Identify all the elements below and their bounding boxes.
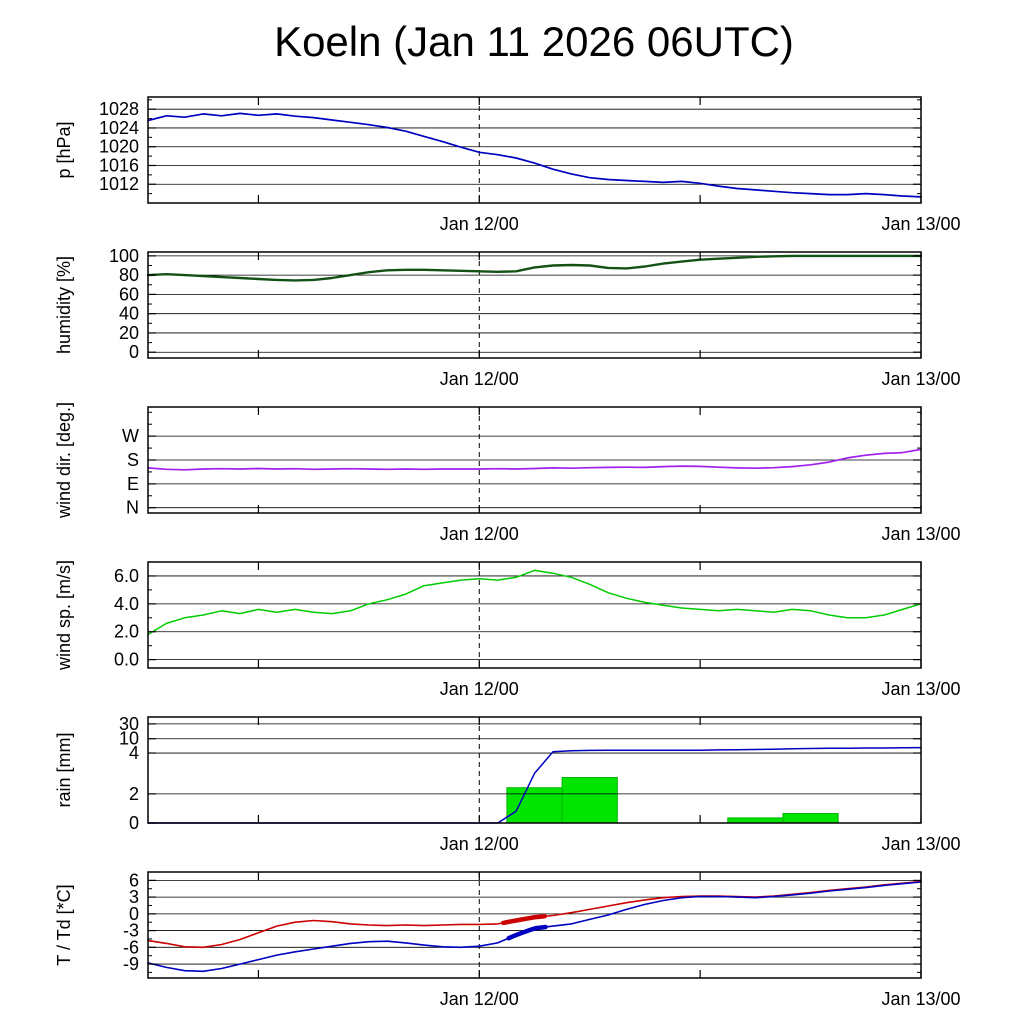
ylabel-wind-direction: wind dir. [deg.] — [54, 402, 74, 519]
ytick-label: 0.0 — [114, 650, 139, 670]
ytick-label: 0 — [129, 813, 139, 833]
ytick-label: -6 — [123, 937, 139, 957]
panel-wind-speed: 0.0 2.0 4.0 6.0 Jan 12/00 Jan 13/00 wind sp. [… — [54, 560, 961, 699]
series-wind-speed — [147, 569, 922, 636]
ylabel-wind-speed: wind sp. [m/s] — [54, 560, 74, 671]
ytick-label: 100 — [109, 246, 139, 266]
series-temperature-bold — [500, 914, 547, 926]
ytick-label: N — [126, 498, 139, 518]
ytick-label: -9 — [123, 954, 139, 974]
ytick-label: 20 — [119, 323, 139, 343]
series-temperature — [147, 880, 922, 949]
xtick-label: Jan 13/00 — [881, 989, 960, 1009]
xtick-label: Jan 13/00 — [881, 524, 960, 544]
series-wind-direction — [147, 448, 922, 471]
chart-title: Koeln (Jan 11 2026 06UTC) — [274, 18, 794, 65]
xtick-label: Jan 12/00 — [440, 524, 519, 544]
xtick-label: Jan 13/00 — [881, 679, 960, 699]
ytick-label: 1016 — [99, 155, 139, 175]
xtick-label: Jan 13/00 — [881, 214, 960, 234]
ytick-label: 1024 — [99, 118, 139, 138]
rain-bar — [506, 787, 563, 824]
ytick-label: -3 — [123, 921, 139, 941]
xtick-label: Jan 12/00 — [440, 989, 519, 1009]
rain-bar — [561, 777, 618, 824]
ytick-label: 1020 — [99, 137, 139, 157]
ytick-label: S — [127, 450, 139, 470]
rain-bar — [727, 817, 784, 824]
ytick-label: 40 — [119, 304, 139, 324]
ylabel-temperature: T / Td [*C] — [54, 884, 74, 965]
ytick-label: W — [122, 426, 139, 446]
ytick-label: E — [127, 474, 139, 494]
ytick-label: 0 — [129, 342, 139, 362]
xtick-label: Jan 12/00 — [440, 369, 519, 389]
ylabel-humidity: humidity [%] — [54, 256, 74, 354]
ytick-label: 4.0 — [114, 594, 139, 614]
rain-bar — [782, 813, 839, 824]
ylabel-rain: rain [mm] — [54, 732, 74, 807]
ylabel-pressure: p [hPa] — [54, 121, 74, 178]
ytick-label: 3 — [129, 887, 139, 907]
xtick-label: Jan 13/00 — [881, 369, 960, 389]
xtick-label: Jan 12/00 — [440, 214, 519, 234]
xtick-label: Jan 12/00 — [440, 679, 519, 699]
ytick-label: 6 — [129, 870, 139, 890]
ytick-label: 1012 — [99, 174, 139, 194]
ytick-label: 10 — [119, 729, 139, 749]
series-humidity — [146, 254, 923, 282]
ytick-label: 30 — [119, 714, 139, 734]
ytick-label: 80 — [119, 265, 139, 285]
ytick-label: 0 — [129, 904, 139, 924]
series-pressure — [147, 112, 922, 198]
ytick-label: 4 — [129, 743, 139, 763]
series-dewpoint-bold — [506, 924, 548, 941]
ytick-label: 60 — [119, 284, 139, 304]
ytick-label: 1028 — [99, 99, 139, 119]
ytick-label: 2 — [129, 784, 139, 804]
ytick-label: 6.0 — [114, 566, 139, 586]
ytick-label: 2.0 — [114, 622, 139, 642]
xtick-label: Jan 12/00 — [440, 834, 519, 854]
xtick-label: Jan 13/00 — [881, 834, 960, 854]
